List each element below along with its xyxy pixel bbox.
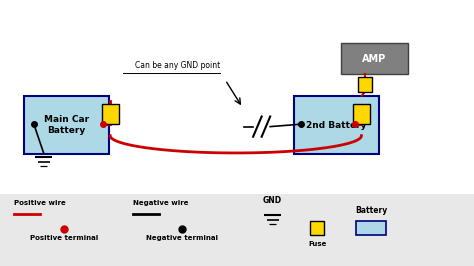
FancyBboxPatch shape <box>310 221 324 235</box>
Text: 2nd Battery: 2nd Battery <box>306 120 367 130</box>
Text: Negative terminal: Negative terminal <box>146 235 219 242</box>
FancyBboxPatch shape <box>358 77 372 92</box>
Text: Negative wire: Negative wire <box>133 200 188 206</box>
FancyBboxPatch shape <box>0 0 474 194</box>
Text: Battery: Battery <box>355 206 387 215</box>
Text: Positive terminal: Positive terminal <box>30 235 98 242</box>
Text: GND: GND <box>263 196 282 205</box>
FancyBboxPatch shape <box>102 104 118 124</box>
FancyBboxPatch shape <box>353 104 370 124</box>
FancyBboxPatch shape <box>294 96 379 154</box>
Text: Can be any GND point: Can be any GND point <box>135 61 220 70</box>
FancyBboxPatch shape <box>24 96 109 154</box>
Text: Positive wire: Positive wire <box>14 200 66 206</box>
FancyBboxPatch shape <box>341 43 408 74</box>
Text: Fuse: Fuse <box>308 241 326 247</box>
Text: AMP: AMP <box>362 53 387 64</box>
FancyBboxPatch shape <box>356 221 386 235</box>
Text: Main Car
Battery: Main Car Battery <box>44 115 89 135</box>
